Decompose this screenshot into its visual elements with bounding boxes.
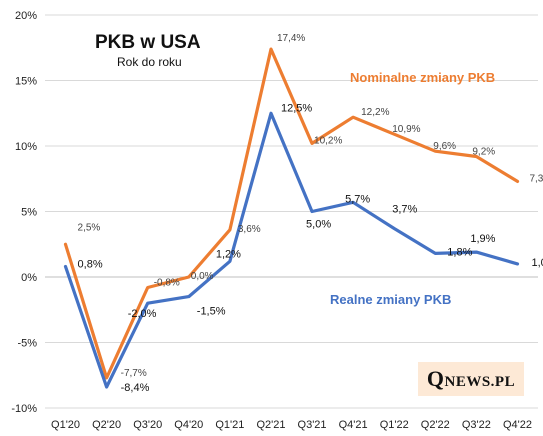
chart-title: PKB w USA	[95, 32, 201, 53]
x-tick-label: Q4'22	[503, 419, 532, 431]
data-label-nominal: 0,0%	[191, 271, 214, 282]
data-label-nominal: -7,7%	[121, 368, 147, 379]
x-axis-ticks: Q1'20 Q2'20 Q3'20 Q4'20 Q1'21 Q2'21 Q3'21 Q4'21…	[51, 419, 532, 431]
data-label-real: 5,0%	[306, 219, 331, 231]
logo-text: QNEWS.PL	[426, 366, 516, 391]
x-tick-label: Q2'22	[421, 419, 450, 431]
x-tick-label: Q1'21	[215, 419, 244, 431]
data-label-real: 1,2%	[216, 248, 241, 260]
data-label-nominal: 10,9%	[392, 124, 420, 135]
data-label-nominal: 9,2%	[472, 146, 495, 157]
data-label-real: -8,4%	[121, 382, 150, 394]
x-tick-label: Q1'20	[51, 419, 80, 431]
data-label-real: 3,7%	[392, 204, 417, 216]
data-label-nominal: 3,6%	[238, 224, 261, 235]
y-tick-label: -5%	[17, 338, 37, 350]
chart-subtitle: Rok do roku	[117, 55, 182, 69]
x-tick-label: Q4'20	[174, 419, 203, 431]
x-tick-label: Q3'22	[462, 419, 491, 431]
series-line-nominal	[63, 47, 520, 380]
y-tick-label: -10%	[11, 403, 37, 415]
y-tick-label: 0%	[21, 272, 37, 284]
data-labels: 2,5% -7,7% -0,8% 0,0% 3,6% 17,4% 10,2% 12,2%10,…	[78, 33, 543, 394]
data-label-nominal: 9,6%	[433, 141, 456, 152]
y-tick-label: 20%	[15, 10, 37, 22]
data-label-real: -2,0%	[128, 308, 157, 320]
data-label-nominal: 2,5%	[78, 222, 101, 233]
legend-real: Realne zmiany PKB	[330, 292, 451, 307]
x-tick-label: Q2'20	[92, 419, 121, 431]
x-tick-label: Q3'21	[298, 419, 327, 431]
data-label-nominal: 7,3%	[529, 173, 543, 184]
x-tick-label: Q1'22	[380, 419, 409, 431]
x-tick-label: Q2'21	[256, 419, 285, 431]
y-tick-label: 5%	[21, 207, 37, 219]
data-label-real: 1,0%	[531, 257, 543, 269]
data-label-nominal: 12,2%	[361, 107, 389, 118]
y-tick-label: 10%	[15, 141, 37, 153]
data-label-real: 1,8%	[447, 246, 472, 258]
data-label-real: 5,7%	[345, 193, 370, 205]
data-label-real: 12,5%	[281, 102, 312, 114]
series-lines	[63, 47, 520, 389]
data-label-real: 0,8%	[78, 259, 103, 271]
data-label-nominal: -0,8%	[154, 277, 180, 288]
y-tick-label: 15%	[15, 76, 37, 88]
data-label-real: 1,9%	[470, 233, 495, 245]
data-label-real: -1,5%	[197, 306, 226, 318]
data-label-nominal: 17,4%	[277, 33, 305, 44]
data-label-nominal: 10,2%	[314, 135, 342, 146]
legend-nominal: Nominalne zmiany PKB	[350, 70, 495, 85]
x-tick-label: Q4'21	[339, 419, 368, 431]
series-line-real	[63, 111, 520, 389]
x-tick-label: Q3'20	[133, 419, 162, 431]
qnews-logo: QNEWS.PL	[418, 362, 524, 396]
y-axis-ticks: -10% -5% 0% 5% 10% 15% 20%	[11, 10, 37, 415]
